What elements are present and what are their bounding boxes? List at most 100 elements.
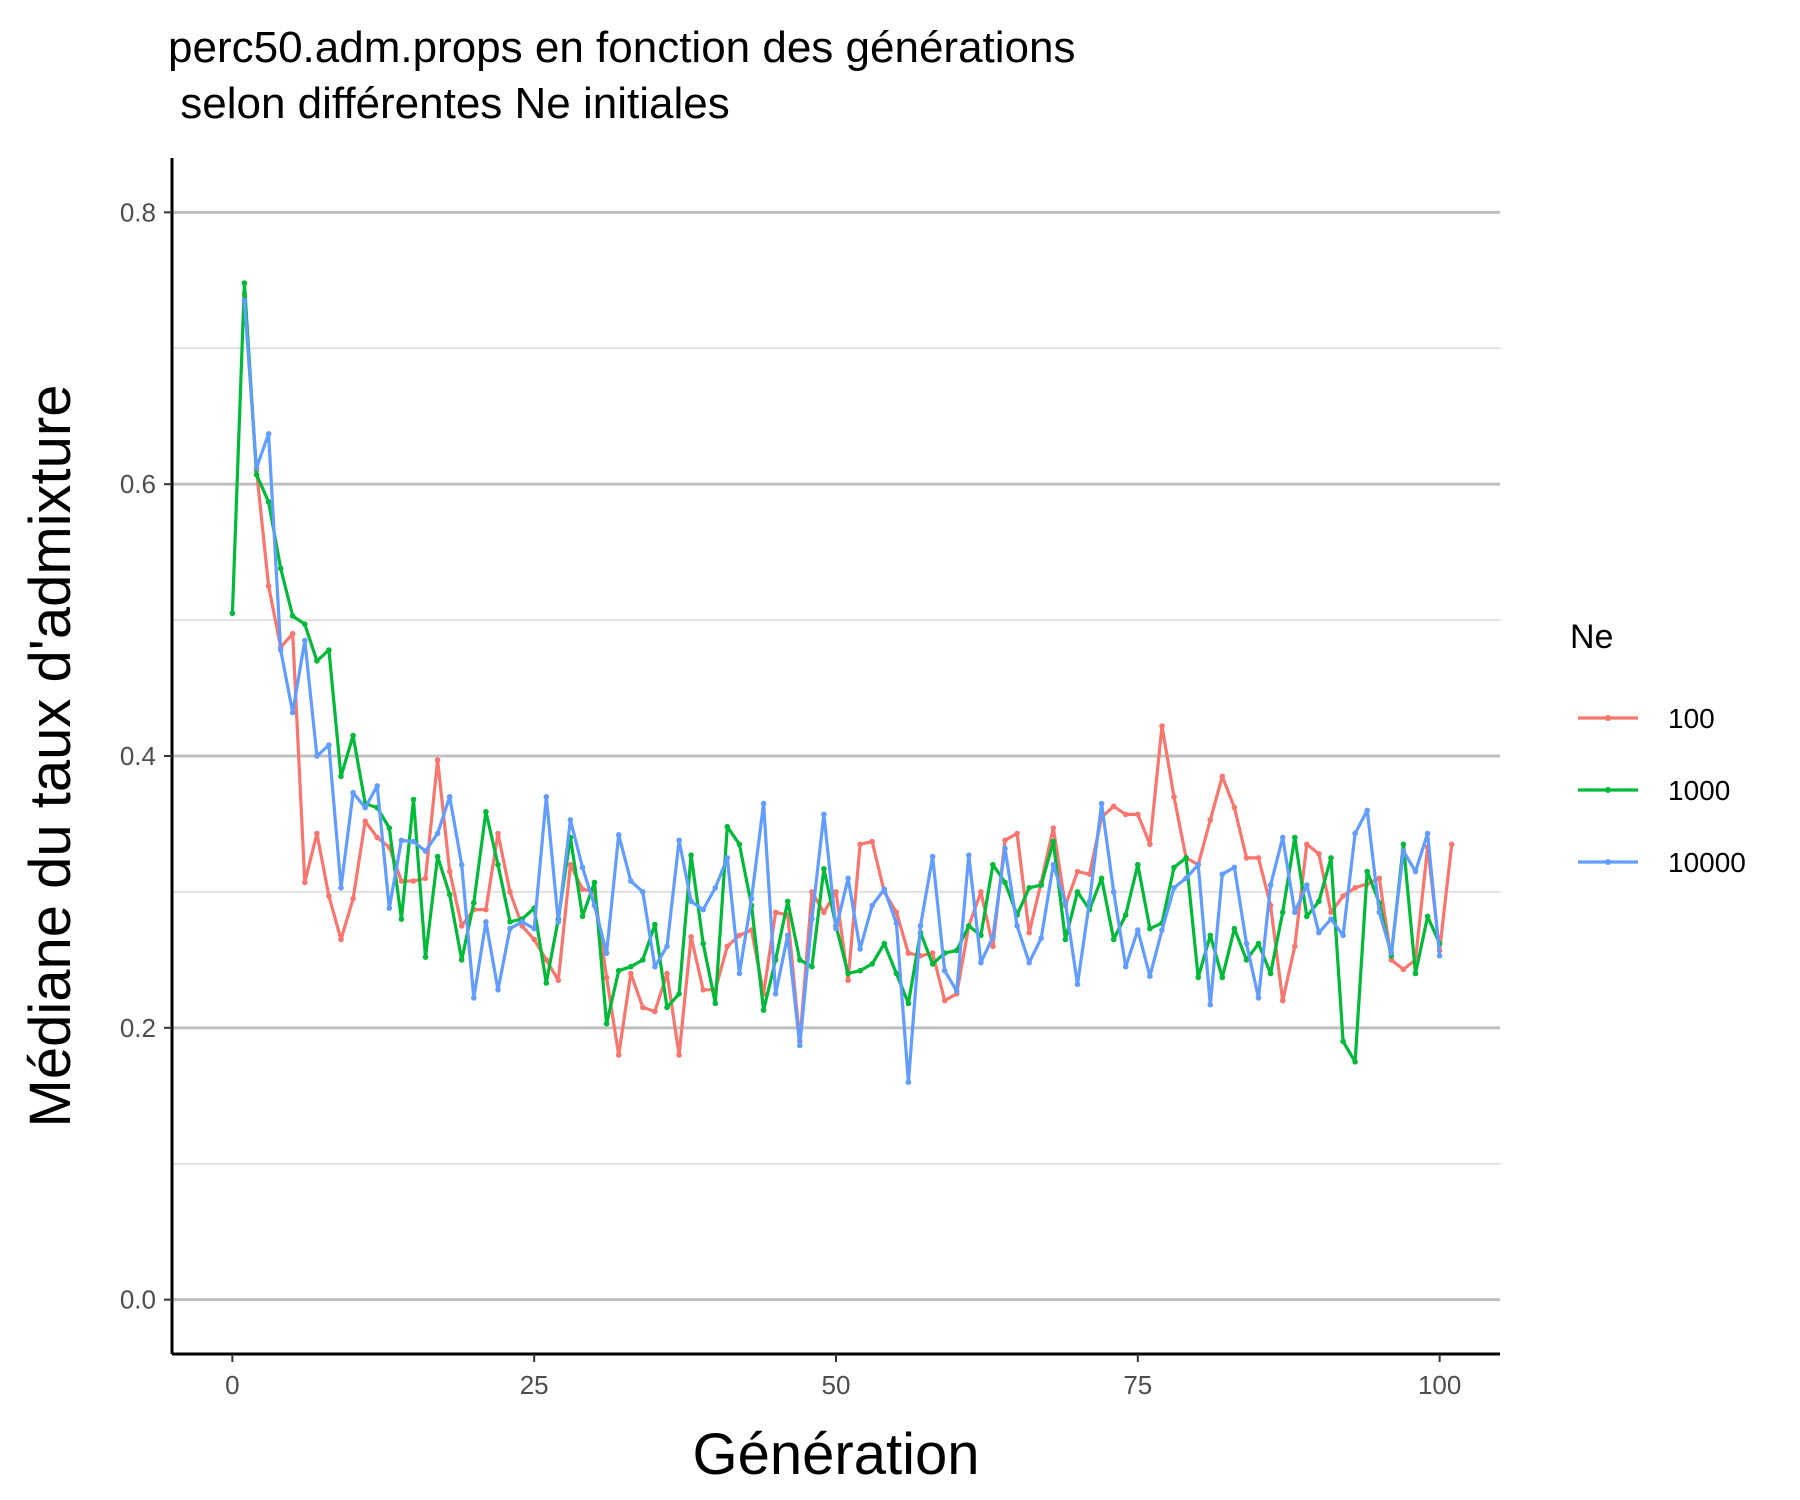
data-point (1364, 868, 1370, 875)
data-point (1038, 935, 1044, 941)
legend-items: 100 1000 10000 (1578, 703, 1746, 878)
data-point (1110, 889, 1117, 895)
data-point (1159, 723, 1165, 729)
data-point (1086, 871, 1093, 877)
data-point (1316, 851, 1322, 857)
data-point (784, 932, 791, 939)
data-point (628, 963, 634, 970)
data-point (1219, 773, 1226, 780)
data-point (1448, 841, 1455, 848)
data-point (1424, 913, 1431, 920)
data-point (253, 471, 260, 478)
data-point (1195, 974, 1201, 981)
data-point (953, 947, 960, 954)
data-point (1050, 861, 1057, 868)
data-point (821, 811, 827, 818)
data-point (519, 919, 525, 925)
data-point (700, 906, 706, 913)
data-point (1135, 811, 1141, 818)
data-point (1352, 830, 1358, 837)
data-point (507, 925, 513, 932)
legend-key-point (1605, 859, 1611, 865)
data-point (978, 959, 984, 966)
data-point (326, 647, 332, 653)
data-point (422, 875, 429, 882)
data-point (917, 923, 924, 929)
data-point (483, 906, 489, 913)
data-point (1026, 929, 1032, 936)
data-point (652, 963, 658, 970)
data-point (277, 565, 284, 572)
data-point (1098, 875, 1105, 882)
data-point (724, 943, 731, 950)
chart-title-line-2: selon différentes Ne initiales (168, 79, 730, 128)
data-point (1183, 855, 1189, 861)
data-point (1219, 871, 1226, 877)
data-point (1122, 811, 1129, 818)
data-point (1050, 825, 1057, 831)
data-point (289, 630, 296, 637)
data-point (845, 970, 851, 977)
data-point (1062, 936, 1069, 943)
data-point (1183, 875, 1189, 882)
data-point (1328, 916, 1334, 922)
data-point (1304, 882, 1310, 888)
data-point (1110, 803, 1117, 810)
data-point (893, 970, 900, 977)
data-point (362, 804, 369, 811)
chart-title-line-1: perc50.adm.props en fonction des générat… (168, 23, 1075, 72)
data-point (1292, 943, 1298, 950)
data-point (314, 658, 320, 664)
data-point (434, 757, 441, 763)
data-point (1050, 838, 1057, 845)
data-point (1086, 898, 1093, 905)
data-point (1267, 882, 1274, 888)
data-point (869, 902, 875, 909)
data-point (640, 957, 646, 963)
data-point (350, 895, 356, 902)
data-point (1122, 963, 1129, 970)
data-point (615, 832, 622, 838)
data-point (1255, 855, 1262, 861)
data-point (736, 841, 743, 848)
x-tick-label: 0 (225, 1370, 239, 1400)
data-point (471, 900, 477, 906)
data-point (519, 923, 525, 929)
data-point (688, 934, 694, 940)
data-point (277, 647, 284, 653)
data-point (1231, 804, 1238, 811)
data-point (483, 808, 489, 815)
y-tick-label: 0.0 (120, 1285, 156, 1315)
data-point (531, 925, 537, 932)
legend-key-point (1605, 787, 1611, 793)
series-line-10000 (242, 300, 1442, 1084)
data-point (893, 909, 900, 916)
data-point (664, 1004, 670, 1011)
series-lines (229, 280, 1455, 1085)
data-point (495, 987, 501, 993)
y-axis-title: Médiane du taux d'admixture (18, 385, 83, 1128)
data-point (881, 940, 888, 947)
data-point (1376, 909, 1383, 916)
data-point (531, 936, 537, 943)
data-point (1316, 929, 1322, 936)
data-point (543, 794, 550, 800)
data-point (362, 818, 369, 824)
data-point (458, 957, 465, 963)
data-point (1171, 885, 1177, 891)
data-point (1026, 959, 1032, 966)
data-point (1014, 830, 1020, 837)
data-point (990, 943, 996, 950)
data-point (1074, 981, 1081, 988)
data-point (458, 923, 465, 929)
data-point (797, 1042, 803, 1049)
data-point (809, 963, 815, 970)
data-point (241, 280, 248, 286)
data-point (978, 889, 984, 895)
data-point (784, 898, 791, 905)
data-point (905, 1079, 912, 1085)
data-point (929, 950, 936, 956)
data-point (326, 893, 332, 899)
data-point (712, 885, 719, 891)
data-point (410, 838, 417, 845)
